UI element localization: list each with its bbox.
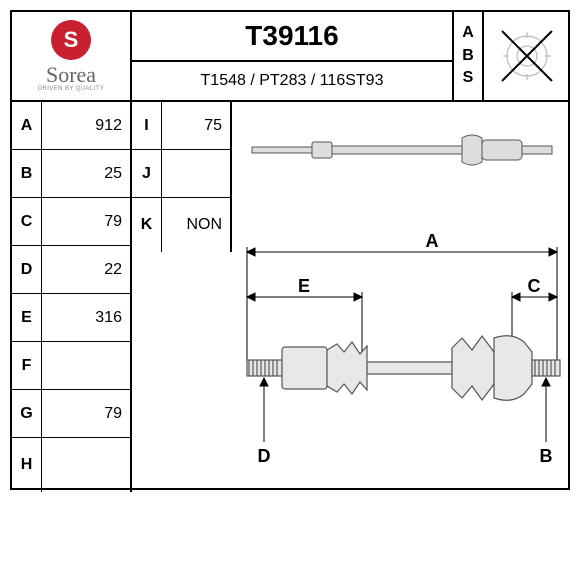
logo-cell: S Sorea DRIVEN BY QUALITY — [12, 12, 132, 102]
spec-key: K — [132, 198, 162, 252]
abs-icon-cell — [482, 12, 570, 102]
axle-diagram: A E C — [232, 102, 570, 490]
spec-val: 22 — [42, 246, 132, 293]
spec-row: I75 — [132, 102, 232, 150]
dim-d: D — [258, 446, 271, 466]
spec-val: 79 — [42, 390, 132, 437]
spec-val — [42, 438, 132, 492]
dim-e: E — [298, 276, 310, 296]
spec-val: 75 — [162, 102, 232, 149]
spec-row: G79 — [12, 390, 132, 438]
spec-val: 912 — [42, 102, 132, 149]
spec-key: H — [12, 438, 42, 492]
brand-name: Sorea — [46, 64, 96, 86]
abs-s: S — [463, 67, 474, 89]
spec-val: 79 — [42, 198, 132, 245]
spec-row: F — [12, 342, 132, 390]
spec-key: E — [12, 294, 42, 341]
spec-val — [42, 342, 132, 389]
abs-label-cell: A B S — [452, 12, 482, 102]
part-number: T39116 — [132, 12, 452, 62]
spec-key: I — [132, 102, 162, 149]
dim-b: B — [540, 446, 553, 466]
spec-row: E316 — [12, 294, 132, 342]
spec-key: J — [132, 150, 162, 197]
logo-s-icon: S — [64, 27, 79, 53]
brand-logo: S — [51, 20, 91, 60]
spec-row: KNON — [132, 198, 232, 252]
abs-b: B — [462, 45, 474, 67]
spec-row: B25 — [12, 150, 132, 198]
spec-row: H — [12, 438, 132, 492]
spec-row: D22 — [12, 246, 132, 294]
spec-val: 316 — [42, 294, 132, 341]
spec-sheet-frame: S Sorea DRIVEN BY QUALITY T39116 T1548 /… — [10, 10, 570, 490]
spec-val — [162, 150, 232, 197]
spec-key: A — [12, 102, 42, 149]
spec-key: G — [12, 390, 42, 437]
spec-column-right: I75 J KNON — [132, 102, 232, 252]
part-refs: T1548 / PT283 / 116ST93 — [132, 62, 452, 102]
spec-key: D — [12, 246, 42, 293]
dim-c: C — [528, 276, 541, 296]
abs-a: A — [462, 22, 474, 44]
spec-key: C — [12, 198, 42, 245]
spec-val: 25 — [42, 150, 132, 197]
spec-val: NON — [162, 198, 232, 252]
spec-key: F — [12, 342, 42, 389]
spec-row: C79 — [12, 198, 132, 246]
spec-row: A912 — [12, 102, 132, 150]
brand-tagline: DRIVEN BY QUALITY — [38, 86, 104, 92]
diagram-area: A E C — [232, 102, 570, 490]
gear-crossed-icon — [497, 26, 557, 86]
spec-column-left: A912 B25 C79 D22 E316 F G79 H — [12, 102, 132, 492]
dim-a: A — [426, 231, 439, 251]
spec-key: B — [12, 150, 42, 197]
spec-row: J — [132, 150, 232, 198]
